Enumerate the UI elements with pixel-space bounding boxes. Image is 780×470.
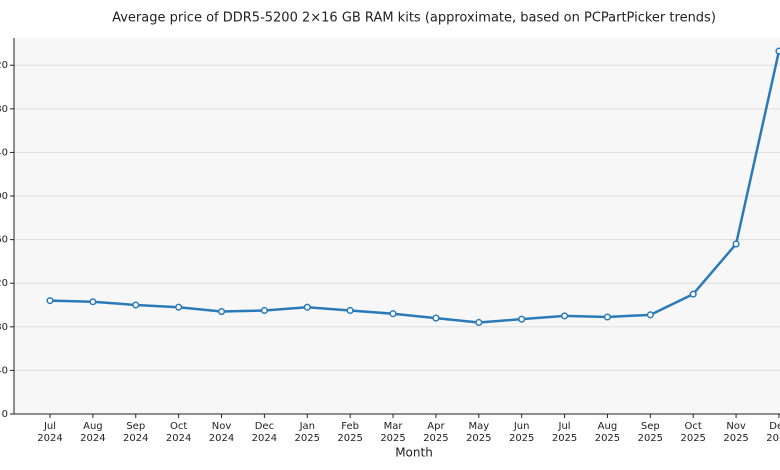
x-tick-label: Jan (299, 421, 315, 432)
y-tick-label: 280 (0, 104, 8, 115)
data-line (49, 50, 780, 324)
data-point (217, 308, 226, 316)
x-tick-label: Aug (83, 421, 103, 432)
x-tick-label: 2025 (766, 433, 780, 444)
x-tick-label: 2025 (680, 433, 705, 444)
x-tick-label: Nov (726, 421, 746, 432)
x-tick-label: 2024 (123, 433, 148, 444)
data-point (89, 298, 97, 306)
x-tick-label: 2025 (380, 433, 405, 444)
data-point (775, 47, 780, 55)
x-tick-label: 2025 (552, 433, 577, 444)
x-tick-label: 2025 (466, 433, 491, 444)
x-tick-label: Apr (427, 421, 445, 432)
x-tick-label: Oct (170, 421, 187, 432)
x-tick-label: Nov (212, 421, 232, 432)
x-tick-label: Jul (43, 421, 56, 432)
x-tick-label: Mar (384, 421, 404, 432)
data-point (603, 313, 611, 321)
x-tick-label: Sep (126, 421, 145, 432)
x-tick-label: 2024 (80, 433, 105, 444)
y-tick-label: 240 (0, 147, 8, 158)
y-tick-label: 320 (0, 60, 8, 71)
x-tick-label: May (468, 421, 489, 432)
x-tick-label: 2025 (638, 433, 663, 444)
y-tick-label: 40 (0, 365, 8, 376)
data-point (475, 318, 483, 327)
data-point (303, 303, 311, 311)
x-tick-label: 2024 (166, 433, 191, 444)
x-tick-label: Jun (513, 421, 530, 432)
x-tick-label: Aug (598, 421, 618, 432)
data-point (389, 310, 397, 318)
x-axis-label: Month (395, 446, 433, 460)
x-tick-label: 2025 (337, 433, 362, 444)
data-point (432, 314, 440, 322)
x-tick-label: 2025 (295, 433, 320, 444)
x-tick-label: Dec (255, 421, 274, 432)
x-tick-label: Feb (341, 421, 359, 432)
data-point (132, 301, 140, 309)
x-tick-label: 2024 (209, 433, 234, 444)
data-point (561, 312, 569, 320)
y-tick-label: 160 (0, 235, 8, 246)
x-tick-label: 2025 (723, 433, 748, 444)
data-point (46, 297, 54, 305)
data-point (689, 290, 697, 298)
y-tick-label: 200 (0, 191, 8, 202)
x-tick-label: 2025 (423, 433, 448, 444)
x-tick-label: Sep (641, 421, 660, 432)
y-tick-label: 80 (0, 322, 8, 333)
data-point (346, 306, 354, 315)
x-tick-label: 2024 (252, 433, 277, 444)
x-tick-label: Jul (558, 421, 571, 432)
data-point (175, 303, 183, 311)
x-tick-label: 2025 (595, 433, 620, 444)
data-point (732, 240, 740, 248)
x-tick-label: 2025 (509, 433, 534, 444)
x-tick-label: 2024 (37, 433, 62, 444)
x-tick-label: Oct (685, 421, 702, 432)
chart-title: Average price of DDR5-5200 2×16 GB RAM k… (112, 11, 716, 26)
data-point (518, 315, 526, 323)
x-tick-label: Dec (769, 421, 780, 432)
y-tick-label: 120 (0, 278, 8, 289)
data-point (260, 306, 268, 315)
y-tick-label: 0 (2, 409, 8, 420)
data-point (646, 311, 654, 319)
plot-area (14, 38, 780, 414)
